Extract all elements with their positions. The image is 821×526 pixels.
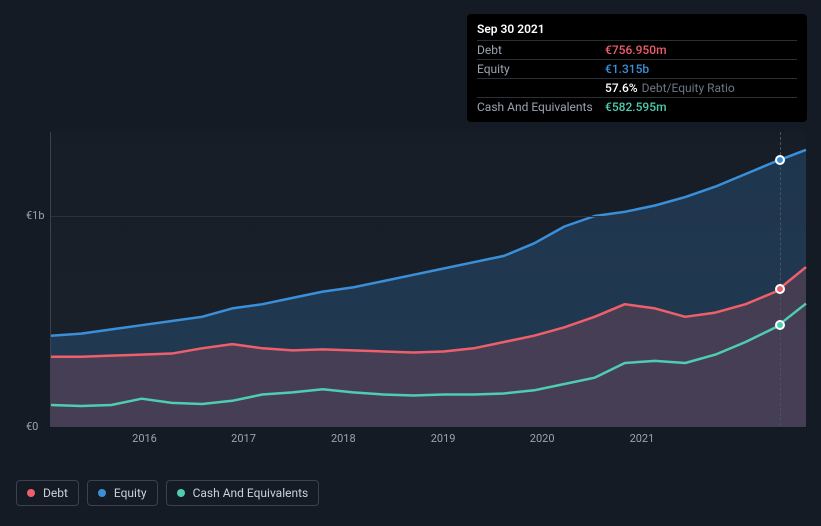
legend-item[interactable]: Equity <box>87 480 158 506</box>
tooltip-date: Sep 30 2021 <box>477 20 797 40</box>
x-axis-label: 2019 <box>431 432 456 445</box>
x-axis-label: 2016 <box>132 432 157 445</box>
tooltip-row-value: €582.595m <box>605 100 667 114</box>
tooltip-row-label <box>477 81 605 95</box>
gridline <box>51 216 806 217</box>
legend-swatch <box>177 489 185 497</box>
plot-area[interactable] <box>50 132 806 427</box>
legend-label: Debt <box>43 486 68 500</box>
legend-swatch <box>27 489 35 497</box>
legend-item[interactable]: Debt <box>16 480 79 506</box>
hover-marker <box>775 320 785 330</box>
x-axis-label: 2018 <box>331 432 356 445</box>
legend-swatch <box>98 489 106 497</box>
chart-svg <box>51 132 806 426</box>
chart-legend: Debt Equity Cash And Equivalents <box>16 480 319 506</box>
tooltip-row-value: €756.950m <box>605 43 667 57</box>
chart-tooltip: Sep 30 2021 Debt€756.950mEquity€1.315b57… <box>467 14 807 122</box>
hover-marker <box>775 284 785 294</box>
tooltip-row: 57.6% Debt/Equity Ratio <box>477 78 797 97</box>
tooltip-row-note: Debt/Equity Ratio <box>642 81 735 95</box>
tooltip-row-label: Debt <box>477 43 605 57</box>
hover-line <box>780 132 781 426</box>
tooltip-row: Debt€756.950m <box>477 40 797 59</box>
x-axis-label: 2020 <box>530 432 555 445</box>
x-axis-labels: 2016 2017 2018 2019 2020 2021 <box>50 432 806 448</box>
legend-label: Equity <box>114 486 147 500</box>
tooltip-row: Equity€1.315b <box>477 59 797 78</box>
x-axis-label: 2017 <box>231 432 256 445</box>
tooltip-row-value: €1.315b <box>605 62 649 76</box>
legend-item[interactable]: Cash And Equivalents <box>166 480 320 506</box>
tooltip-row-label: Equity <box>477 62 605 76</box>
tooltip-row-label: Cash And Equivalents <box>477 100 605 114</box>
legend-label: Cash And Equivalents <box>193 486 309 500</box>
debt-equity-chart: 201620172018201920202021 €0€1b <box>16 120 806 450</box>
tooltip-row: Cash And Equivalents€582.595m <box>477 97 797 116</box>
tooltip-row-value: 57.6% <box>605 81 638 95</box>
x-axis-label: 2021 <box>630 432 655 445</box>
hover-marker <box>775 155 785 165</box>
